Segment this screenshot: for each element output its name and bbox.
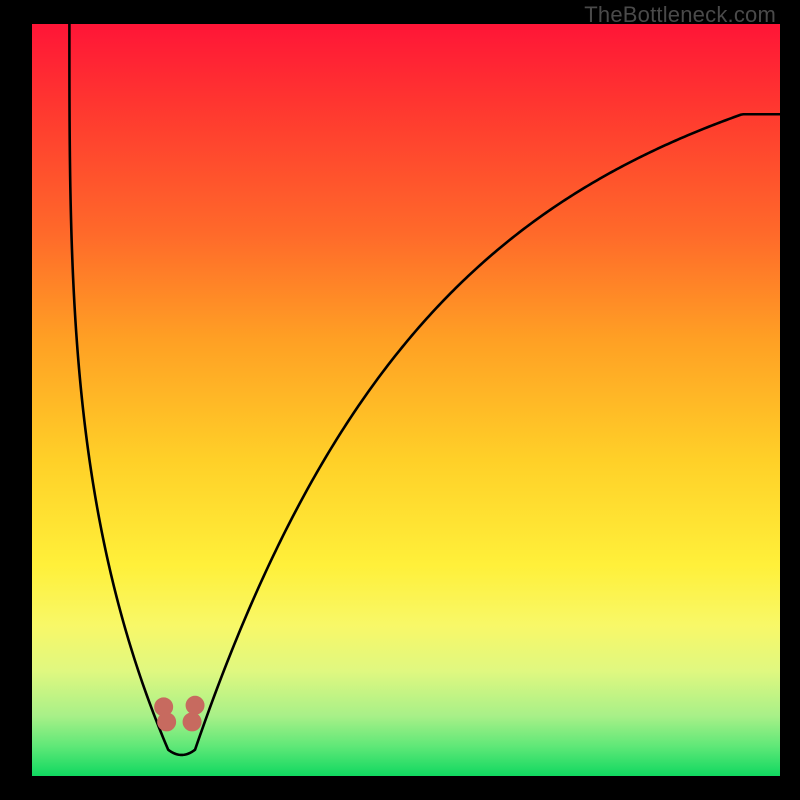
outer-frame: TheBottleneck.com xyxy=(0,0,800,800)
cusp-marker xyxy=(183,713,201,731)
watermark-text: TheBottleneck.com xyxy=(584,2,776,28)
cusp-marker xyxy=(158,713,176,731)
plot-area xyxy=(32,24,780,776)
cusp-marker-group xyxy=(155,696,204,731)
bottleneck-curve xyxy=(69,24,780,755)
curve-layer xyxy=(32,24,780,776)
cusp-marker xyxy=(186,696,204,714)
